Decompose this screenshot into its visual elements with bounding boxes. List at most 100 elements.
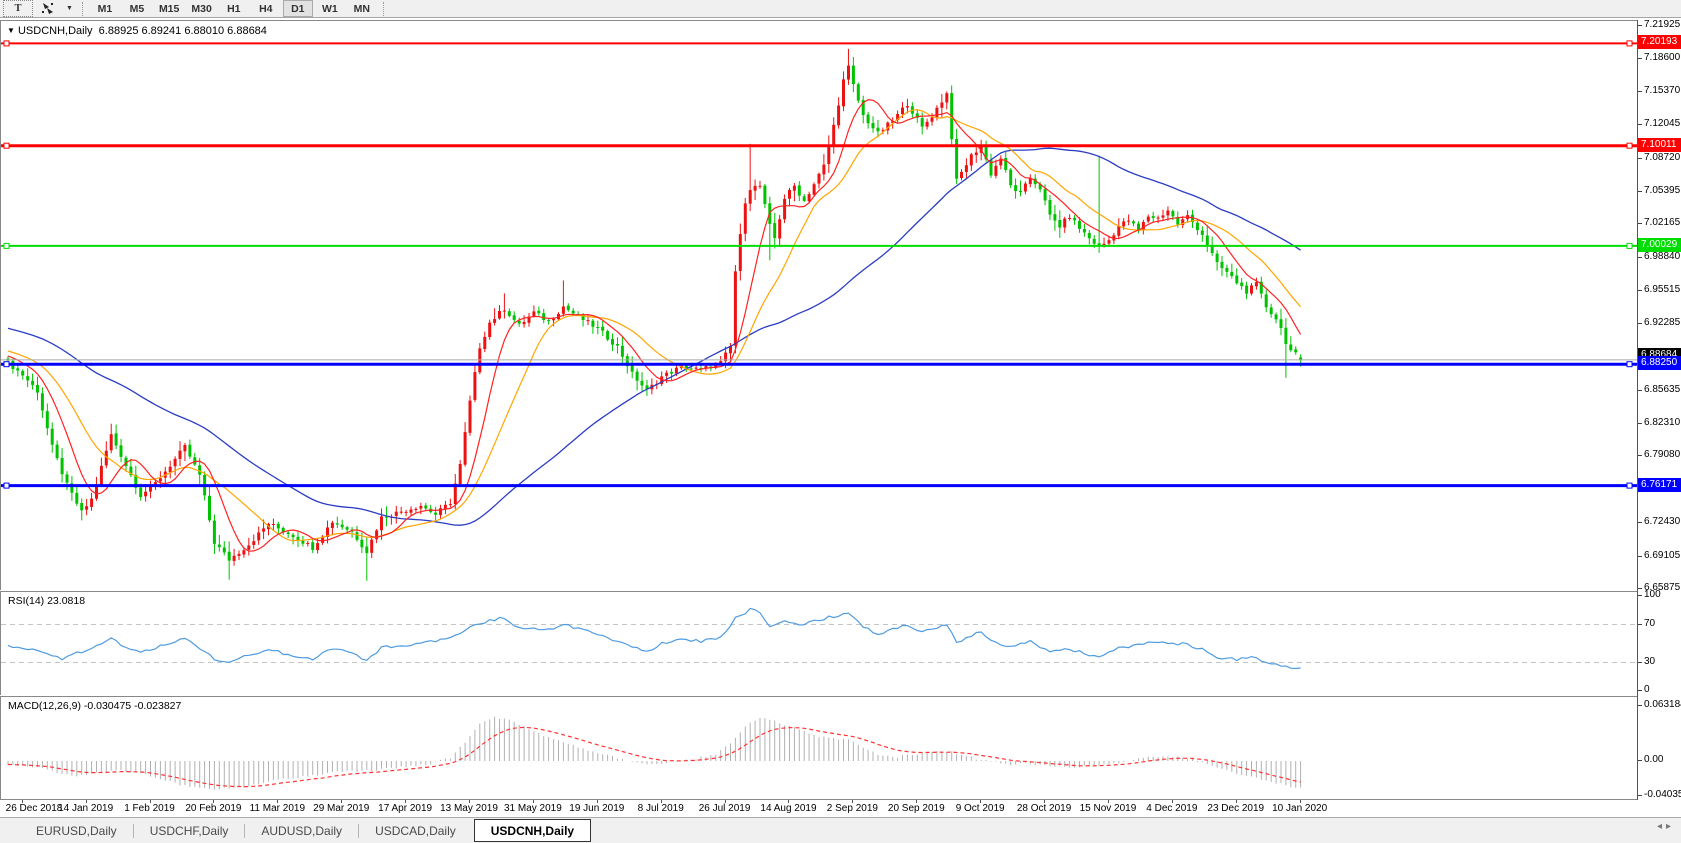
- date-label: 20 Sep 2019: [887, 803, 945, 814]
- date-label: 10 Jan 2020: [1272, 803, 1328, 814]
- axis-tick: [1638, 795, 1642, 797]
- tab-scroll-right-icon[interactable]: ▸: [1665, 821, 1675, 832]
- chart-tab-audusd[interactable]: AUDUSD,Daily: [261, 823, 343, 838]
- date-label: 4 Dec 2019: [1146, 803, 1198, 814]
- tab-separator: [244, 823, 246, 838]
- timeframe-button-m5[interactable]: M5: [129, 2, 145, 15]
- date-label: 19 Jun 2019: [569, 803, 625, 814]
- date-tick: [660, 800, 662, 803]
- timeframe-button-h1[interactable]: H1: [227, 2, 241, 15]
- rsi-tick-label: 30: [1644, 655, 1656, 667]
- macd-tick-label: -0.040355: [1644, 789, 1681, 801]
- arrange-icon[interactable]: [35, 0, 61, 17]
- date-tick: [980, 800, 982, 803]
- timeframe-button-m1[interactable]: M1: [97, 2, 113, 15]
- axis-tick: [1638, 587, 1642, 589]
- axis-tick: [1638, 623, 1642, 625]
- axis-tick: [1638, 389, 1642, 391]
- date-tick: [724, 800, 726, 803]
- price-tick-label: 7.15370: [1644, 84, 1681, 96]
- price-tick-label: 7.08720: [1644, 151, 1681, 163]
- timeframe-button-m30[interactable]: M30: [191, 2, 212, 15]
- price-tick-label: 6.95515: [1644, 284, 1681, 296]
- dropdown-caret-icon[interactable]: ▼: [66, 5, 73, 12]
- axis-tick: [1638, 522, 1642, 524]
- axis-tick: [1638, 555, 1642, 557]
- date-tick: [916, 800, 918, 803]
- text-tool-button[interactable]: T: [3, 0, 33, 17]
- rsi-tick-label: 70: [1644, 617, 1656, 629]
- date-label: 2 Sep 2019: [826, 803, 878, 814]
- price-tick-label: 6.79080: [1644, 449, 1681, 461]
- timeframe-button-d1[interactable]: D1: [282, 0, 313, 17]
- date-tick: [1107, 800, 1109, 803]
- date-label: 26 Jul 2019: [698, 803, 751, 814]
- timeframe-button-m15[interactable]: M15: [158, 2, 180, 15]
- rsi-tick-label: 100: [1644, 589, 1661, 600]
- axis-tick: [1638, 290, 1642, 292]
- main-chart-pane[interactable]: ▼ USDCNH,Daily 6.88925 6.89241 6.88010 6…: [0, 20, 1637, 590]
- price-tick-label: 6.65875: [1644, 581, 1681, 593]
- macd-tick-label: 0.063184: [1644, 698, 1681, 710]
- chart-tab-usdcnh[interactable]: USDCNH,Daily: [473, 819, 592, 842]
- rsi-pane[interactable]: RSI(14) 23.0818: [0, 591, 1637, 695]
- macd-pane[interactable]: MACD(12,26,9) -0.030475 -0.023827: [0, 696, 1637, 800]
- date-label: 8 Jul 2019: [637, 803, 684, 814]
- axis-tick: [1638, 157, 1642, 159]
- date-tick: [852, 800, 854, 803]
- axis-tick: [1638, 223, 1642, 225]
- axis-tick: [1638, 704, 1642, 706]
- rsi-canvas[interactable]: [1, 592, 1637, 695]
- price-tick-label: 7.12045: [1644, 118, 1681, 130]
- chart-tab-usdcad[interactable]: USDCAD,Daily: [375, 823, 456, 838]
- date-label: 13 May 2019: [440, 803, 498, 814]
- date-tick: [1235, 800, 1237, 803]
- date-label: 23 Dec 2019: [1207, 803, 1265, 814]
- chart-tab-usdchf[interactable]: USDCHF,Daily: [149, 823, 229, 838]
- price-tick-label: 7.02165: [1644, 217, 1681, 229]
- timeframe-button-h4[interactable]: H4: [259, 2, 273, 15]
- axis-tick: [1638, 58, 1642, 60]
- candlestick-canvas[interactable]: [1, 21, 1637, 590]
- axis-tick: [1638, 90, 1642, 92]
- price-tick-label: 6.98840: [1644, 250, 1681, 262]
- price-tick-label: 6.85635: [1644, 383, 1681, 395]
- timeframe-buttons: M1 M5 M15 M30 H1 H4 D1 W1 MN: [90, 0, 377, 17]
- date-tick: [1044, 800, 1046, 803]
- timeframe-button-mn[interactable]: MN: [353, 2, 370, 15]
- axis-tick: [1638, 661, 1642, 663]
- date-tick: [1299, 800, 1301, 803]
- price-tick-label: 6.69105: [1644, 549, 1681, 561]
- axis-tick: [1638, 256, 1642, 258]
- axis-tick: [1638, 455, 1642, 457]
- date-label: 1 Feb 2019: [124, 803, 175, 814]
- date-label: 14 Jan 2019: [58, 803, 114, 814]
- chart-menu-icon[interactable]: ▼: [7, 26, 15, 35]
- axis-tick: [1638, 595, 1642, 596]
- chart-title: ▼ USDCNH,Daily 6.88925 6.89241 6.88010 6…: [7, 25, 267, 37]
- date-tick: [469, 800, 470, 803]
- timeframe-button-w1[interactable]: W1: [321, 2, 338, 15]
- tab-scroll-arrows[interactable]: ◂▸: [1657, 821, 1675, 832]
- date-tick: [596, 800, 598, 803]
- ohlc-open: 6.88925: [98, 25, 139, 37]
- macd-canvas[interactable]: [1, 697, 1637, 799]
- price-axis[interactable]: 7.21925 7.18600 7.15370 7.12045 7.08720 7.053…: [1637, 19, 1681, 801]
- date-axis[interactable]: 26 Dec 2018 14 Jan 2019 1 Feb 2019 20 Feb 2…: [0, 800, 1681, 817]
- ohlc-low: 6.88010: [184, 25, 225, 37]
- chart-tab-eurusd[interactable]: EURUSD,Daily: [36, 823, 117, 838]
- date-label: 31 May 2019: [503, 803, 562, 814]
- hline-price-tag: 6.76171: [1638, 477, 1681, 492]
- date-label: 28 Oct 2019: [1016, 803, 1072, 814]
- top-toolbar: T ▼ M1 M5 M15 M30 H1 H4 D1 W1 MN: [0, 0, 1681, 18]
- tab-scroll-left-icon[interactable]: ◂: [1656, 821, 1666, 832]
- date-tick: [21, 800, 23, 803]
- date-label: 20 Feb 2019: [185, 803, 242, 814]
- toolbar-separator: [81, 1, 84, 16]
- date-label: 15 Nov 2019: [1079, 803, 1137, 814]
- date-tick: [1171, 800, 1173, 803]
- axis-tick: [1638, 690, 1642, 691]
- date-label: 26 Dec 2018: [5, 803, 63, 814]
- chart-symbol: USDCNH,Daily: [17, 25, 93, 37]
